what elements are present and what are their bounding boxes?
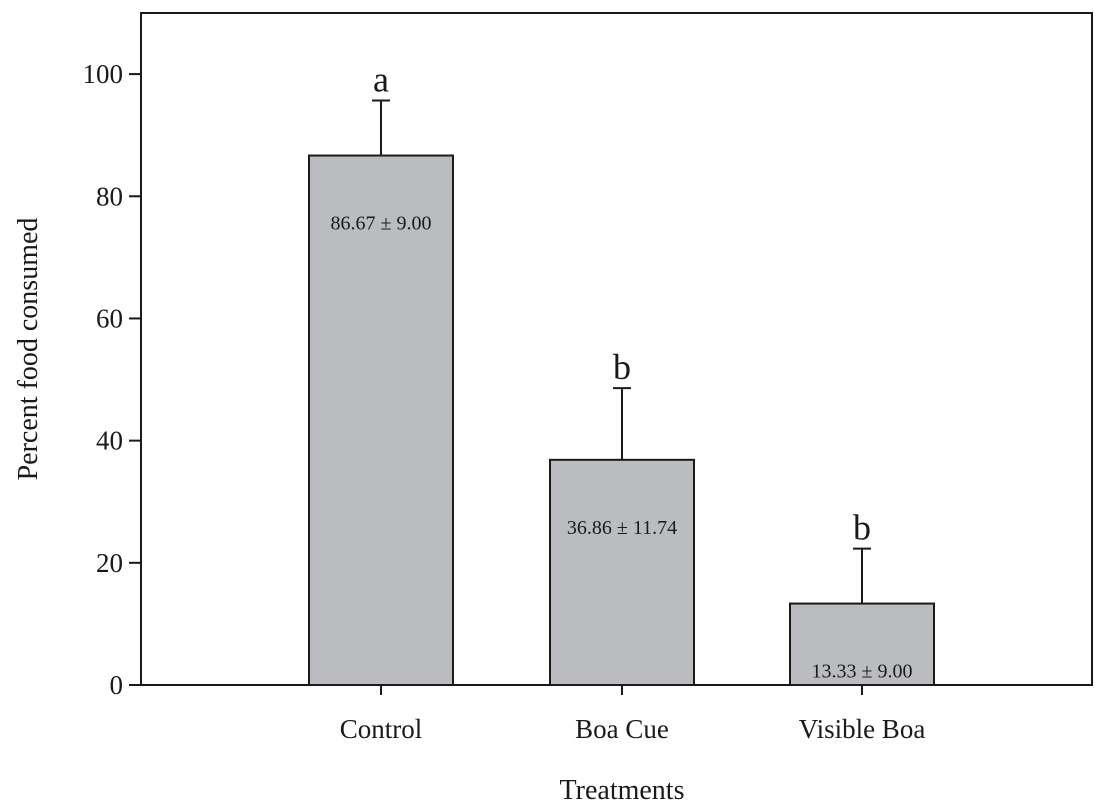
y-axis-title: Percent food consumed	[13, 218, 44, 481]
bar-value-label: 13.33 ± 9.00	[812, 661, 913, 683]
bar	[789, 602, 935, 686]
x-axis-title: Treatments	[560, 775, 685, 803]
y-tick-label: 40	[96, 426, 123, 456]
x-category-label: Control	[340, 714, 423, 744]
x-category-label: Visible Boa	[799, 714, 926, 744]
y-tick-label: 20	[96, 548, 123, 578]
y-tick-label: 60	[96, 303, 123, 333]
y-tick-label: 100	[83, 59, 124, 89]
x-category-label: Boa Cue	[575, 714, 669, 744]
y-tick-label: 80	[96, 181, 123, 211]
bar-value-label: 86.67 ± 9.00	[331, 213, 432, 235]
bar	[549, 458, 695, 686]
bar	[308, 154, 454, 686]
bar-value-label: 36.86 ± 11.74	[567, 517, 677, 539]
significance-letter: a	[373, 60, 389, 100]
y-tick-label: 0	[110, 670, 124, 700]
significance-letter: b	[853, 508, 871, 548]
significance-letter: b	[613, 347, 631, 387]
